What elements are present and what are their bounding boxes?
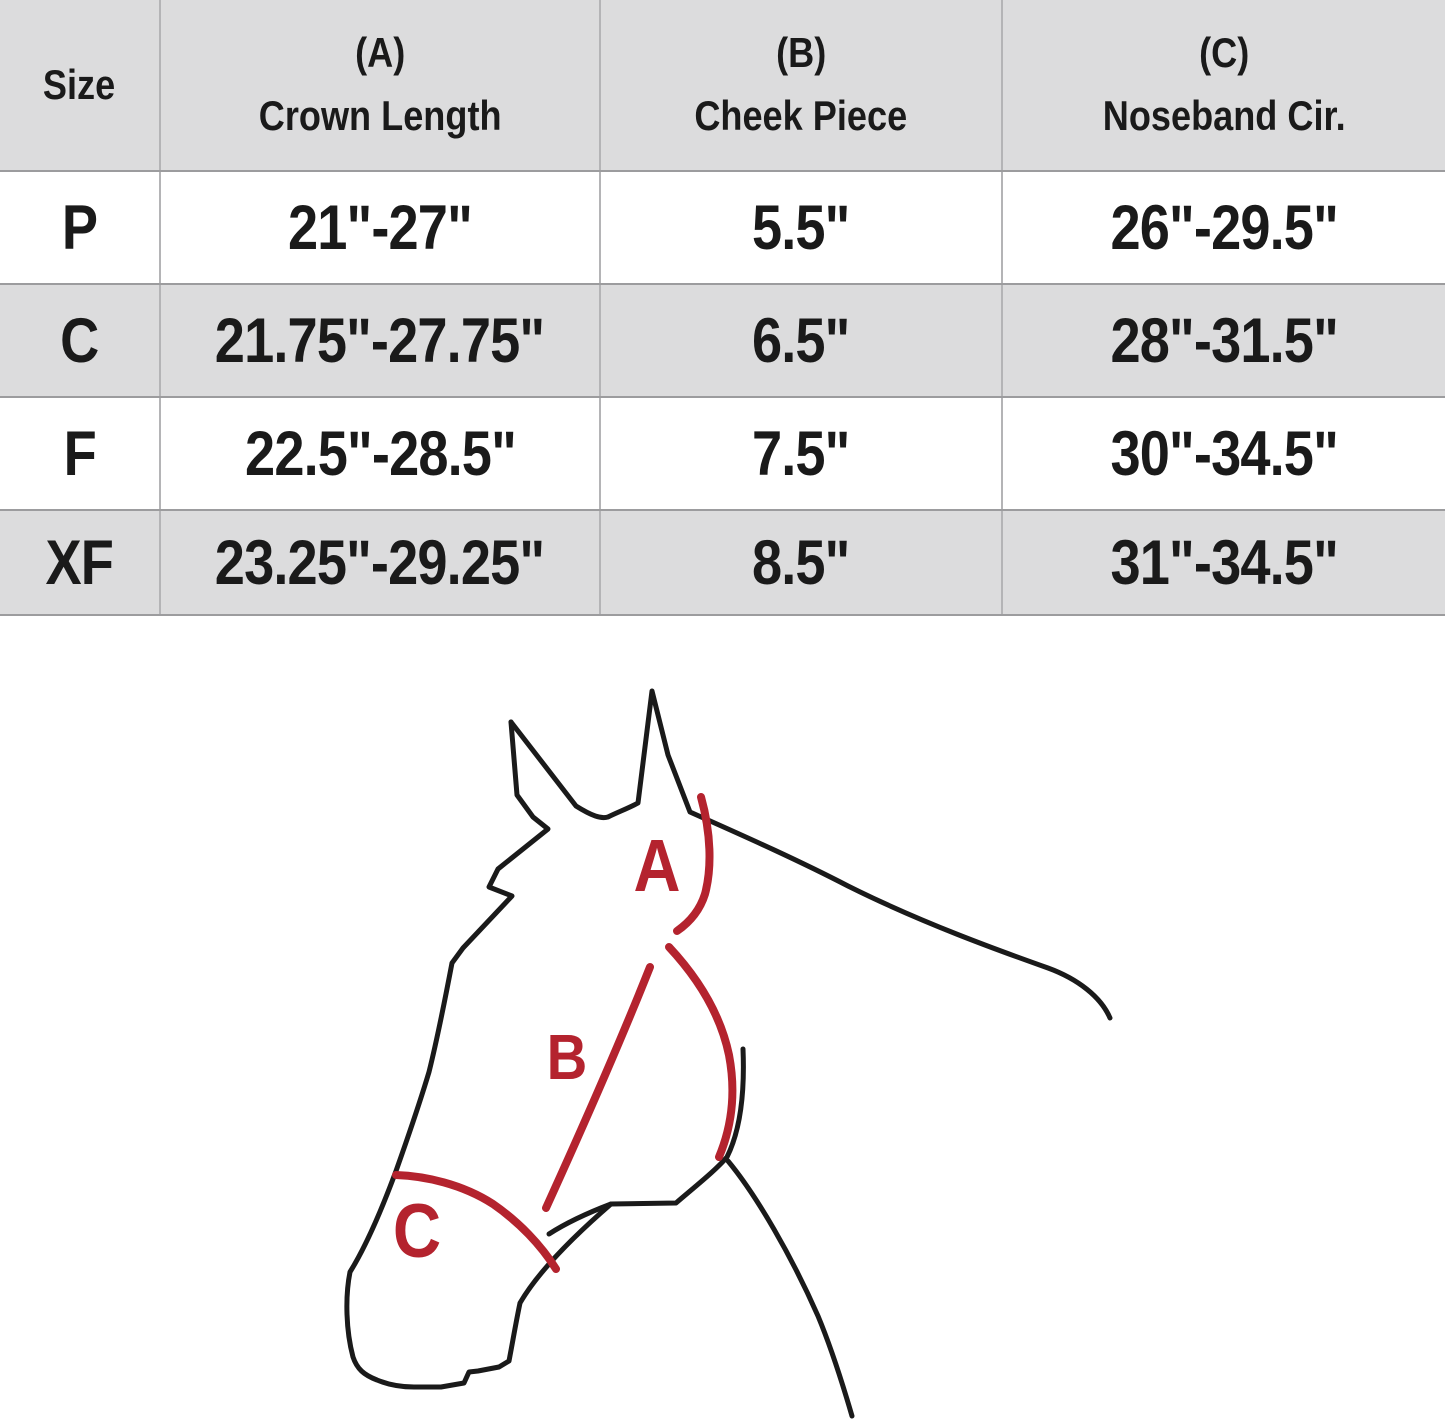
table-row-full: F 22.5"-28.5" 7.5" 30"-34.5" <box>0 396 1445 511</box>
table-row-cob: C 21.75"-27.75" 6.5" 28"-31.5" <box>0 283 1445 398</box>
header-row: Size (A) Crown Length (B) Cheek Piece (C… <box>0 0 1445 172</box>
jowl-strap <box>665 943 737 1161</box>
cell-size: F <box>0 396 161 511</box>
header-noseband-tag: (C) <box>1198 29 1250 77</box>
cell-noseband-cir: 31"-34.5" <box>1001 509 1445 616</box>
cheek-strap-B <box>542 963 654 1212</box>
cell-cheek-piece: 8.5" <box>599 509 1003 616</box>
noseband-strap-C <box>392 1171 560 1273</box>
header-crown-tag: (A) <box>354 29 406 77</box>
cell-crown-length: 21.75"-27.75" <box>159 283 601 398</box>
table-row-pony: P 21"-27" 5.5" 26"-29.5" <box>0 170 1445 285</box>
cell-crown-length: 21"-27" <box>159 170 601 285</box>
label-B-cheek: B <box>547 1021 588 1093</box>
cell-noseband-cir: 30"-34.5" <box>1001 396 1445 511</box>
cell-size: XF <box>0 509 161 616</box>
horse-head-measurement-diagram: A B C <box>0 650 1445 1424</box>
header-noseband: (C) Noseband Cir. <box>1001 0 1445 172</box>
header-cheek-piece: (B) Cheek Piece <box>599 0 1003 172</box>
header-cheek-tag: (B) <box>775 29 827 77</box>
cell-crown-length: 23.25"-29.25" <box>159 509 601 616</box>
crown-strap-A <box>673 793 714 935</box>
cell-crown-length: 22.5"-28.5" <box>159 396 601 511</box>
size-chart-table: Size (A) Crown Length (B) Cheek Piece (C… <box>0 0 1445 616</box>
header-size-label: Size <box>43 60 116 108</box>
horse-head-svg: A B C <box>344 688 1113 1419</box>
horse-mouth-line <box>546 1201 614 1237</box>
cell-cheek-piece: 7.5" <box>599 396 1003 511</box>
label-A-crown: A <box>633 824 680 907</box>
cell-size: P <box>0 170 161 285</box>
header-size: Size <box>0 0 161 172</box>
header-noseband-label: Noseband Cir. <box>1102 92 1346 139</box>
header-cheek-label: Cheek Piece <box>694 92 908 139</box>
horse-throat-neck-line <box>725 1158 855 1419</box>
header-crown-length: (A) Crown Length <box>159 0 601 172</box>
table-row-extra-full: XF 23.25"-29.25" 8.5" 31"-34.5" <box>0 509 1445 616</box>
label-C-noseband: C <box>393 1189 441 1274</box>
cell-cheek-piece: 5.5" <box>599 170 1003 285</box>
cell-size: C <box>0 283 161 398</box>
cell-noseband-cir: 26"-29.5" <box>1001 170 1445 285</box>
horse-face-muzzle-jaw-outline <box>344 719 746 1390</box>
cell-cheek-piece: 6.5" <box>599 283 1003 398</box>
cell-noseband-cir: 28"-31.5" <box>1001 283 1445 398</box>
header-crown-label: Crown Length <box>258 92 502 139</box>
horse-ears-and-neck-crest <box>508 688 1113 1021</box>
